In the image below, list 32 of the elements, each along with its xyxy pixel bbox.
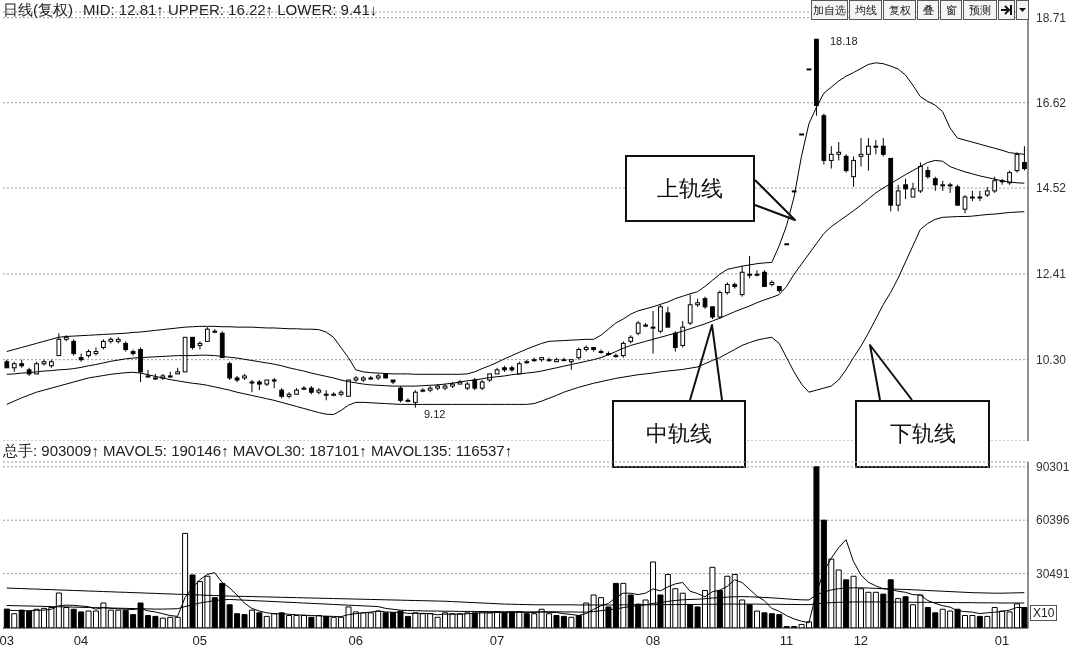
text: X10 [1030, 605, 1058, 621]
annotation: 上轨线 [625, 155, 755, 222]
annotation: 预测 [963, 0, 997, 20]
chart-subtitle: MID: 12.81↑ UPPER: 16.22↑ LOWER: 9.41↓ [83, 1, 378, 18]
y-tick-label: 60396 [1036, 513, 1070, 528]
x-tick-label: 11 [779, 633, 794, 647]
annotation: 复权 [883, 0, 916, 20]
annotation: 下轨线 [855, 400, 990, 468]
y-tick-label: 16.62 [1036, 95, 1067, 110]
annotation: 中轨线 [612, 400, 746, 468]
annotation: 窗 [940, 0, 962, 20]
y-tick-label: 10.30 [1036, 352, 1067, 367]
y-tick-label: 12.41 [1036, 267, 1067, 282]
annotation: 18.18 [829, 35, 859, 47]
chart-title: 日线(复权) [3, 1, 73, 18]
x-tick-label: 06 [348, 633, 364, 647]
annotation: 加自选 [811, 0, 848, 20]
y-tick-label: 30491 [1036, 566, 1070, 581]
annotation: 9.12 [423, 408, 447, 420]
y-tick-label: 90301 [1036, 460, 1070, 475]
x-tick-label: 01 [994, 633, 1010, 647]
y-tick-label: 18.71 [1036, 10, 1067, 25]
x-tick-label: 08 [645, 633, 661, 647]
x-tick-label: 05 [192, 633, 208, 647]
annotation: 均线 [849, 0, 882, 20]
x-tick-label: 12 [853, 633, 869, 647]
y-tick-label: 14.52 [1036, 181, 1067, 196]
annotation: 叠 [917, 0, 939, 20]
x-tick-label: 04 [73, 633, 89, 647]
chart-title: 总手: 903009↑ MAVOL5: 190146↑ MAVOL30: 187101↑ MAVOL135: 116537↑ [3, 442, 513, 459]
x-tick-label: 07 [489, 633, 505, 647]
x-tick-label: 03 [0, 633, 14, 647]
